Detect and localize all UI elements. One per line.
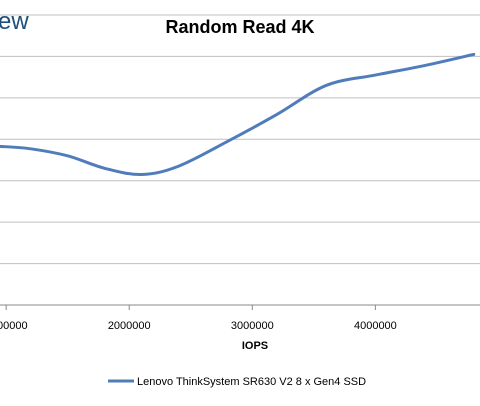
legend-label: Lenovo ThinkSystem SR630 V2 8 x Gen4 SSD <box>137 376 366 388</box>
watermark-text: ew <box>0 8 29 35</box>
x-tick-label: 4000000 <box>354 320 397 332</box>
x-tick-label: 3000000 <box>231 320 274 332</box>
x-tick-labels: 1000000 2000000 3000000 4000000 <box>0 320 397 332</box>
axes <box>0 304 480 310</box>
x-axis-label: IOPS <box>242 340 268 352</box>
x-tick-label: 2000000 <box>108 320 151 332</box>
chart-title: Random Read 4K <box>165 17 314 37</box>
legend: Lenovo ThinkSystem SR630 V2 8 x Gen4 SSD <box>108 376 366 388</box>
grid-lines <box>0 14 480 265</box>
series-lines <box>0 52 476 177</box>
series-line <box>0 52 476 177</box>
x-tick-label: 1000000 <box>0 320 28 332</box>
